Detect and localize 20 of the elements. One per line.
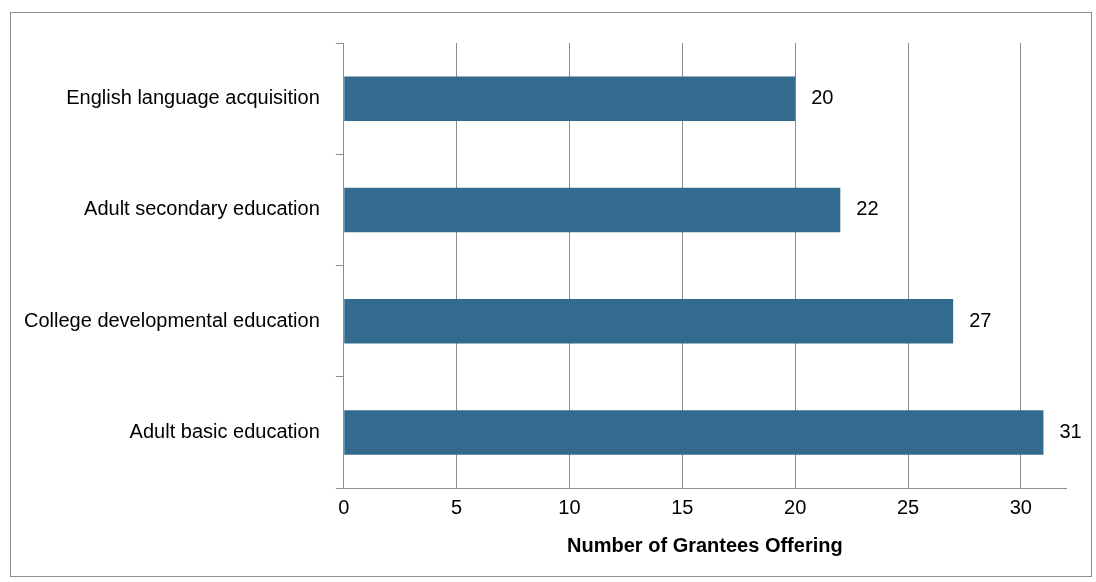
y-tick-label: English language acquisition — [66, 86, 320, 109]
y-tick-label: Adult basic education — [129, 419, 320, 442]
x-tick-label: 15 — [671, 495, 694, 518]
x-tick-label: 10 — [558, 495, 581, 518]
x-tick-label: 5 — [451, 495, 463, 518]
data-label: 31 — [1059, 419, 1082, 442]
bar — [344, 410, 1044, 455]
bar — [344, 298, 954, 344]
bar — [344, 76, 796, 121]
x-tick-label: 20 — [784, 495, 807, 518]
y-tick-label: Adult secondary education — [84, 197, 320, 220]
data-label: 27 — [969, 308, 992, 331]
bar — [344, 187, 841, 233]
data-label: 22 — [856, 197, 879, 220]
x-axis-title: Number of Grantees Offering — [567, 533, 843, 556]
x-tick-label: 30 — [1009, 495, 1032, 518]
x-tick-label: 0 — [338, 495, 350, 518]
x-tick-label: 25 — [896, 495, 920, 518]
data-label: 20 — [811, 86, 834, 109]
y-tick-label: College developmental education — [24, 308, 320, 331]
